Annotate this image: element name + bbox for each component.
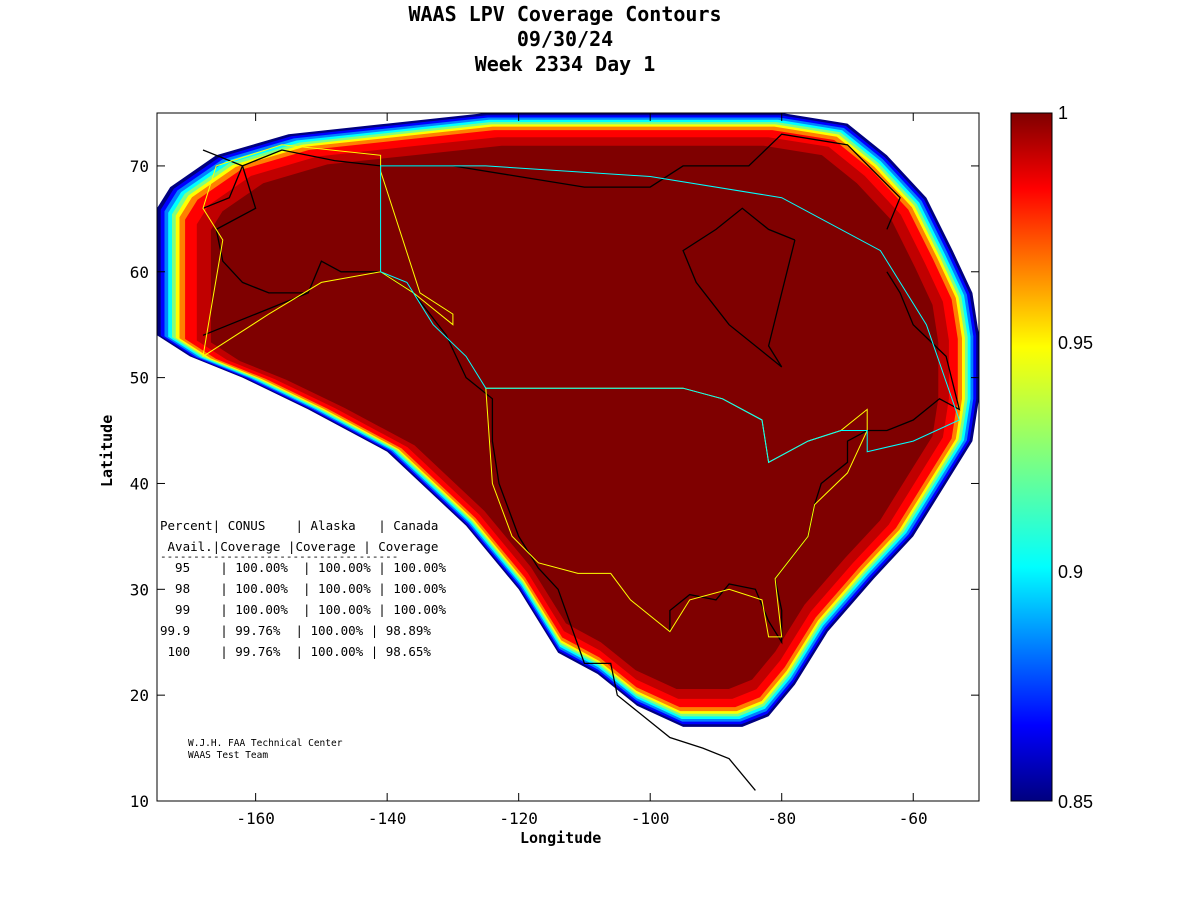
canada-boundary [380, 165, 960, 464]
chart-title-line-2: 09/30/24 [516, 27, 614, 51]
y-tick-label: 40 [130, 474, 149, 493]
y-tick-label: 50 [130, 369, 149, 388]
coastline [202, 260, 756, 791]
colorbar [1010, 112, 1053, 802]
axes-layer: -160 -140 -120 -100 -80 -60 10 20 30 40 50 60 70 [130, 112, 1052, 828]
colorbar-tick-label: 0.9 [1058, 562, 1084, 582]
map-layer [157, 113, 979, 791]
x-tick-label: -80 [767, 809, 796, 828]
y-tick-label: 70 [130, 157, 149, 176]
y-axis-label: Latitude [98, 414, 116, 487]
colorbar-tick-label: 0.85 [1058, 792, 1094, 812]
credit-line-2: WAAS Test Team [188, 750, 269, 761]
y-tick-label: 30 [130, 580, 149, 599]
coastline [202, 149, 309, 294]
x-tick-label: -60 [899, 809, 928, 828]
y-tick-label: 20 [130, 686, 149, 705]
table-header-2: Avail.|Coverage |Coverage | Coverage [160, 539, 439, 554]
table-row: 99 | 100.00% | 100.00% | 100.00% [160, 602, 446, 617]
coastline [682, 207, 796, 368]
x-axis-label: Longitude [520, 829, 602, 847]
credit-line-1: W.J.H. FAA Technical Center [188, 738, 343, 749]
table-row: 100 | 99.76% | 100.00% | 98.65% [160, 644, 431, 659]
x-tick-label: -140 [368, 809, 407, 828]
alaska-boundary [202, 144, 454, 358]
colorbar-tick-label: 0.95 [1058, 333, 1094, 353]
chart-title-line-1: WAAS LPV Coverage Contours [408, 2, 722, 26]
x-tick-label: -120 [499, 809, 538, 828]
x-tick-label: -100 [631, 809, 670, 828]
table-row: 98 | 100.00% | 100.00% | 100.00% [160, 581, 446, 596]
x-tick-label: -160 [236, 809, 275, 828]
table-rule: ------------------------------------ [160, 550, 399, 563]
chart-title-line-3: Week 2334 Day 1 [474, 52, 656, 76]
coverage-band [210, 145, 939, 689]
table-row: 95 | 100.00% | 100.00% | 100.00% [160, 560, 446, 575]
coastline [669, 271, 961, 645]
y-tick-label: 10 [130, 792, 149, 811]
axes-frame [156, 112, 980, 802]
colorbar-tick-label: 1 [1058, 103, 1069, 123]
coastline [202, 133, 901, 230]
table-row: 99.9 | 99.76% | 100.00% | 98.89% [160, 623, 431, 638]
y-tick-label: 60 [130, 263, 149, 282]
table-header-1: Percent| CONUS | Alaska | Canada [160, 518, 439, 533]
